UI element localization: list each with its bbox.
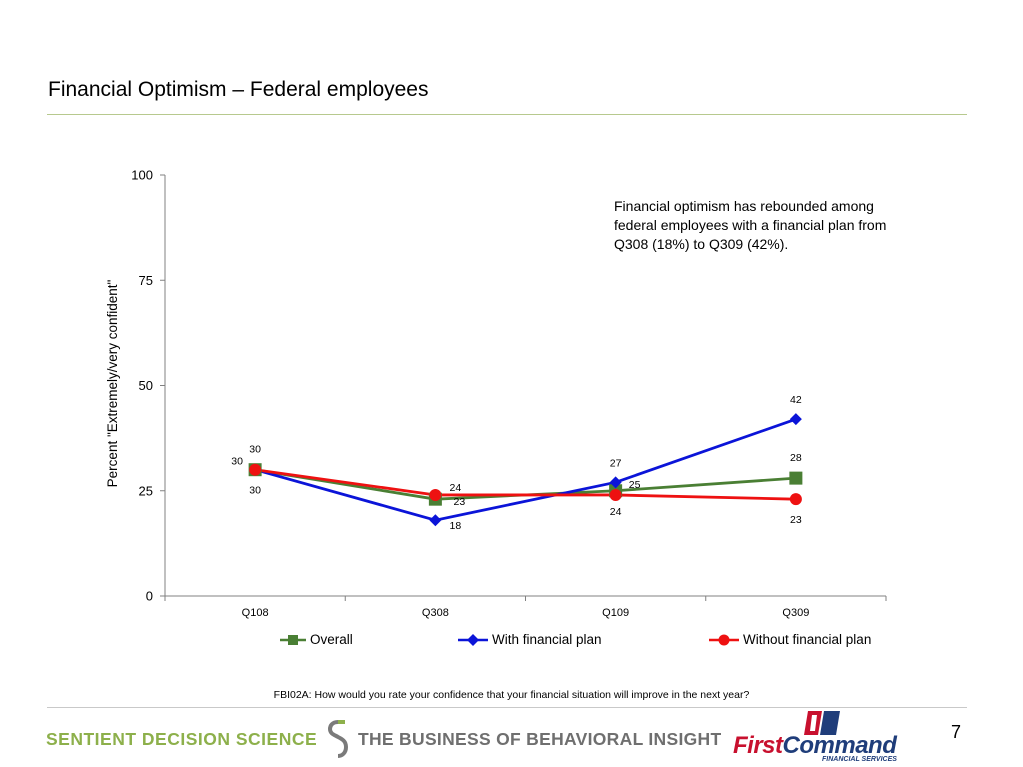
data-point-diamond: [609, 476, 622, 489]
x-tick-label: Q308: [422, 607, 449, 619]
x-tick-label: Q108: [242, 607, 269, 619]
data-point-circle: [429, 488, 442, 501]
data-point-diamond: [429, 514, 442, 527]
data-point-circle: [609, 488, 622, 501]
page-number: 7: [951, 722, 962, 742]
chart-annotation: Financial optimism has rebounded among f…: [614, 198, 887, 252]
diamond-marker-icon: [458, 633, 488, 646]
chart-legend: Overall With financial plan Without fina…: [0, 632, 1023, 652]
data-label: 27: [610, 457, 622, 469]
data-label: 24: [450, 482, 462, 494]
data-label: 30: [231, 456, 243, 468]
first-command-logo: FirstCommand: [733, 732, 897, 760]
y-tick-label: 100: [131, 168, 153, 183]
data-label: 30: [249, 485, 261, 497]
sentient-mark-icon: [327, 720, 349, 758]
legend-item-without-plan: Without financial plan: [709, 632, 871, 647]
data-label: 23: [790, 514, 802, 526]
legend-item-overall: Overall: [280, 632, 353, 647]
first-command-mark-icon: [804, 711, 840, 735]
data-label: 24: [610, 506, 622, 518]
data-label: 28: [790, 452, 802, 464]
data-label: 18: [450, 520, 462, 532]
footer-divider: [47, 707, 967, 708]
first-command-subtitle: FINANCIAL SERVICES: [822, 756, 897, 763]
logo-command-text: Command: [782, 732, 897, 759]
legend-label: Without financial plan: [743, 632, 872, 647]
x-tick-label: Q309: [782, 607, 809, 619]
series-line-1: [254, 417, 797, 522]
series-line-2: [254, 468, 796, 501]
y-tick-label: 0: [146, 589, 153, 604]
page-title: Financial Optimism – Federal employees: [48, 78, 429, 101]
data-point-diamond: [789, 413, 802, 426]
y-tick-label: 75: [139, 273, 153, 288]
legend-item-with-plan: With financial plan: [458, 632, 602, 647]
y-tick-label: 25: [139, 483, 153, 498]
title-divider: [47, 114, 967, 115]
data-point-circle: [249, 463, 262, 476]
data-point-circle: [789, 493, 802, 506]
y-axis-label: Percent "Extremely/very confident": [105, 279, 120, 487]
y-tick-label: 50: [139, 378, 153, 393]
legend-label: Overall: [310, 632, 353, 647]
square-marker-icon: [280, 634, 306, 645]
tagline: THE BUSINESS OF BEHAVIORAL INSIGHT: [358, 729, 722, 749]
logo-first-text: First: [733, 732, 783, 759]
data-label: 30: [249, 444, 261, 456]
x-tick-label: Q109: [602, 607, 629, 619]
data-label: 42: [790, 394, 802, 406]
legend-label: With financial plan: [492, 632, 602, 647]
question-footnote: FBI02A: How would you rate your confiden…: [273, 689, 750, 701]
data-label: 23: [454, 496, 466, 508]
data-point-square: [789, 471, 803, 485]
data-label: 25: [629, 479, 641, 491]
sentient-logo: SENTIENT DECISION SCIENCE: [46, 729, 318, 749]
circle-marker-icon: [709, 634, 739, 645]
